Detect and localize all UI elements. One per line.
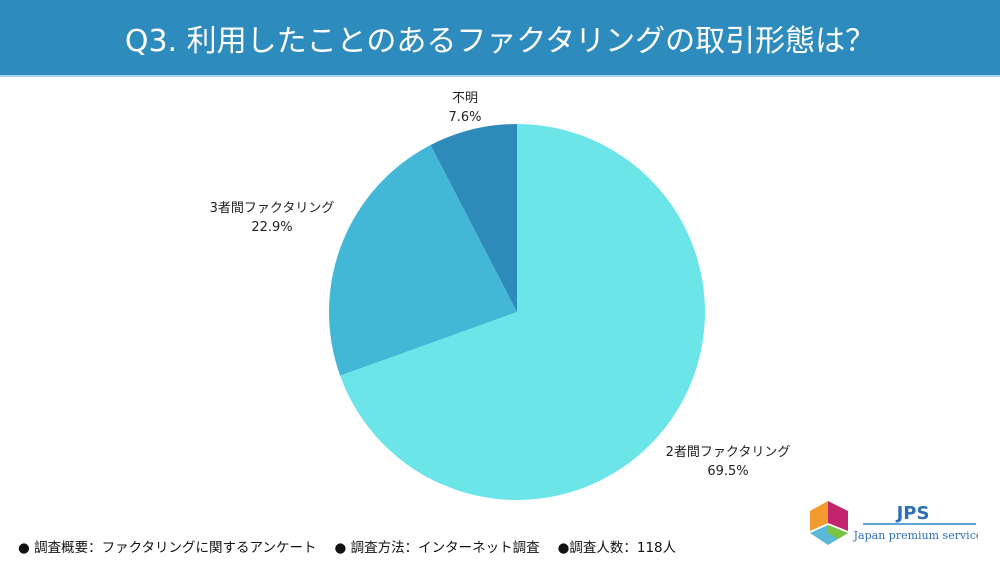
pie-slice-1 <box>329 145 517 376</box>
slice-label: 2者間ファクタリング <box>666 445 791 460</box>
pie-slice-2 <box>430 124 517 312</box>
survey-method: ● 調査方法：インターネット調査 <box>334 540 540 556</box>
slice-label-2sha: 2者間ファクタリング 69.5% <box>666 445 791 479</box>
svg-text:JPS: JPS <box>895 503 930 524</box>
survey-count: ●調査人数：118人 <box>557 540 677 556</box>
svg-text:Japan premium service: Japan premium service <box>853 529 978 542</box>
slice-label-3sha: 3者間ファクタリング 22.9% <box>210 201 335 235</box>
survey-footer: ● 調査概要：ファクタリングに関するアンケート ● 調査方法：インターネット調査… <box>18 536 676 556</box>
page-title: Q3. 利用したことのあるファクタリングの取引形態は？ <box>124 23 876 59</box>
page-title-banner: Q3. 利用したことのあるファクタリングの取引形態は？ <box>0 0 1000 77</box>
slice-value-label: 69.5% <box>707 464 748 479</box>
pie-slice-0 <box>340 124 705 500</box>
slice-label: 不明 <box>452 91 478 106</box>
survey-overview: ● 調査概要：ファクタリングに関するアンケート <box>18 540 317 556</box>
jps-logo: JPS Japan premium service <box>810 501 978 545</box>
slice-value-label: 22.9% <box>251 220 292 235</box>
slice-label: 3者間ファクタリング <box>210 201 335 216</box>
slice-value-label: 7.6% <box>448 110 481 125</box>
slice-label-unknown: 不明 7.6% <box>448 91 481 125</box>
